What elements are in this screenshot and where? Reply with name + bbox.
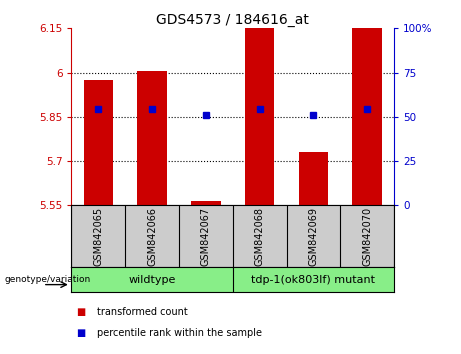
Text: genotype/variation: genotype/variation: [5, 275, 91, 284]
Bar: [299, 152, 328, 205]
Bar: [245, 28, 274, 205]
Text: ■: ■: [76, 307, 85, 316]
Text: wildtype: wildtype: [129, 275, 176, 285]
Text: GSM842068: GSM842068: [254, 207, 265, 266]
Text: tdp-1(ok803lf) mutant: tdp-1(ok803lf) mutant: [252, 275, 375, 285]
Bar: [353, 28, 382, 205]
Bar: [83, 80, 113, 205]
Text: GSM842066: GSM842066: [147, 207, 157, 266]
Text: GSM842065: GSM842065: [93, 207, 103, 266]
Bar: [137, 71, 167, 205]
Text: ■: ■: [76, 328, 85, 338]
Text: transformed count: transformed count: [97, 307, 188, 316]
Title: GDS4573 / 184616_at: GDS4573 / 184616_at: [156, 13, 309, 27]
Text: GSM842067: GSM842067: [201, 207, 211, 266]
Text: percentile rank within the sample: percentile rank within the sample: [97, 328, 262, 338]
Text: GSM842070: GSM842070: [362, 207, 372, 266]
Text: GSM842069: GSM842069: [308, 207, 319, 266]
Bar: [191, 201, 221, 205]
